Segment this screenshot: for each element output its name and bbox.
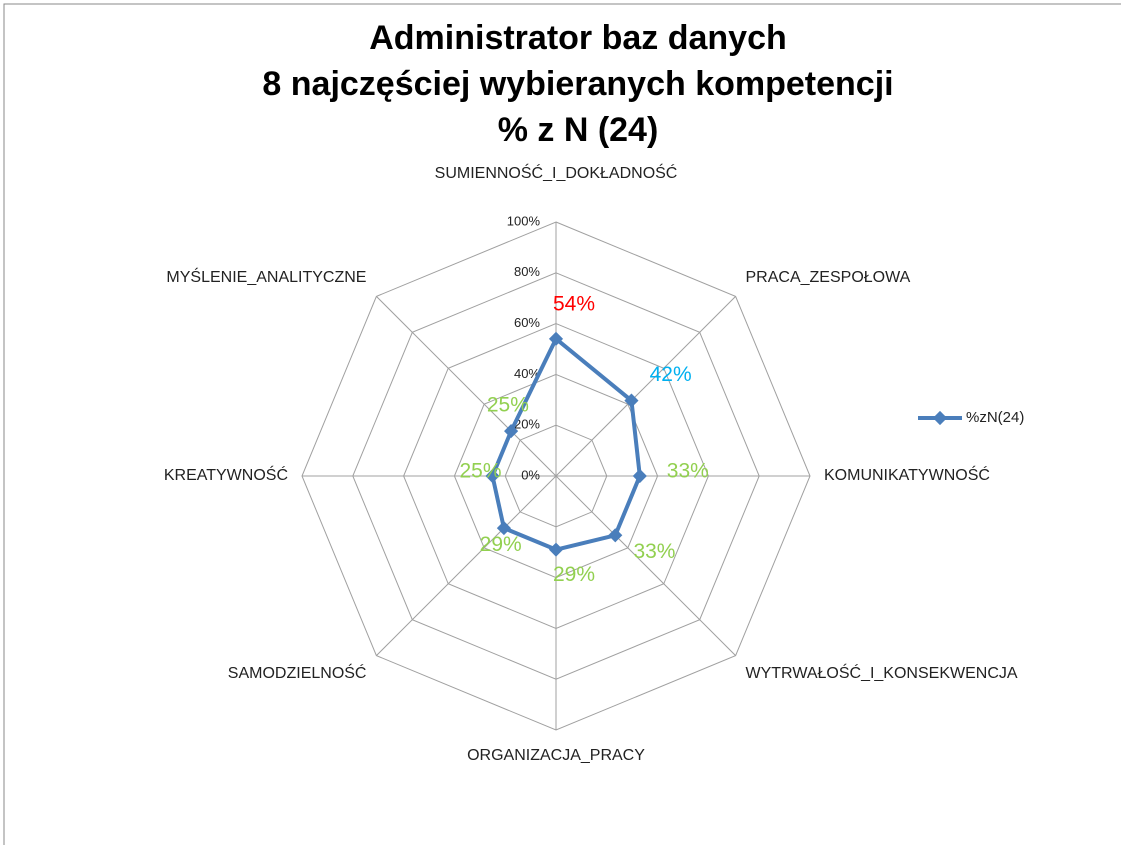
value-label: 25% (487, 393, 529, 416)
legend-label: %zN(24) (966, 409, 1024, 426)
category-label: ORGANIZACJA_PRACY (467, 747, 645, 764)
data-point (496, 521, 511, 536)
y-tick-label: 20% (514, 417, 540, 432)
data-point (485, 468, 500, 484)
data-point (608, 528, 623, 543)
category-label: MYŚLENIE_ANALITYCZNE (166, 267, 366, 286)
spoke (555, 296, 736, 477)
y-tick-label: 0% (521, 467, 540, 482)
data-point (504, 424, 519, 439)
y-tick-label: 80% (514, 264, 540, 279)
value-label: 33% (667, 460, 709, 483)
data-point (624, 393, 639, 408)
category-label: SUMIENNOŚĆ_I_DOKŁADNOŚĆ (435, 163, 678, 182)
value-label: 29% (553, 563, 595, 586)
y-tick-label: 100% (507, 213, 541, 228)
spoke (376, 296, 557, 477)
data-point (548, 542, 564, 557)
legend-marker (932, 410, 948, 426)
chart-title: 8 najczęściej wybieranych kompetencji (262, 65, 893, 103)
spoke (376, 475, 557, 656)
category-label: PRACA_ZESPOŁOWA (746, 269, 911, 286)
data-point (632, 468, 647, 484)
value-label: 33% (633, 540, 675, 563)
value-label: 54% (553, 292, 595, 315)
chart-title: Administrator baz danych (369, 19, 787, 57)
category-label: KOMUNIKATYWNOŚĆ (824, 465, 990, 484)
value-label: 42% (650, 363, 692, 386)
value-label: 25% (459, 460, 501, 483)
y-tick-label: 40% (514, 366, 540, 381)
chart-title: % z N (24) (498, 111, 659, 149)
category-label: SAMODZIELNOŚĆ (228, 663, 367, 682)
value-label: 29% (480, 533, 522, 556)
data-point (548, 331, 564, 346)
category-label: KREATYWNOŚĆ (164, 465, 288, 484)
spoke (555, 475, 736, 656)
category-label: WYTRWAŁOŚĆ_I_KONSEKWENCJA (746, 663, 1018, 682)
chart-border (3, 3, 1121, 845)
y-tick-label: 60% (514, 315, 540, 330)
